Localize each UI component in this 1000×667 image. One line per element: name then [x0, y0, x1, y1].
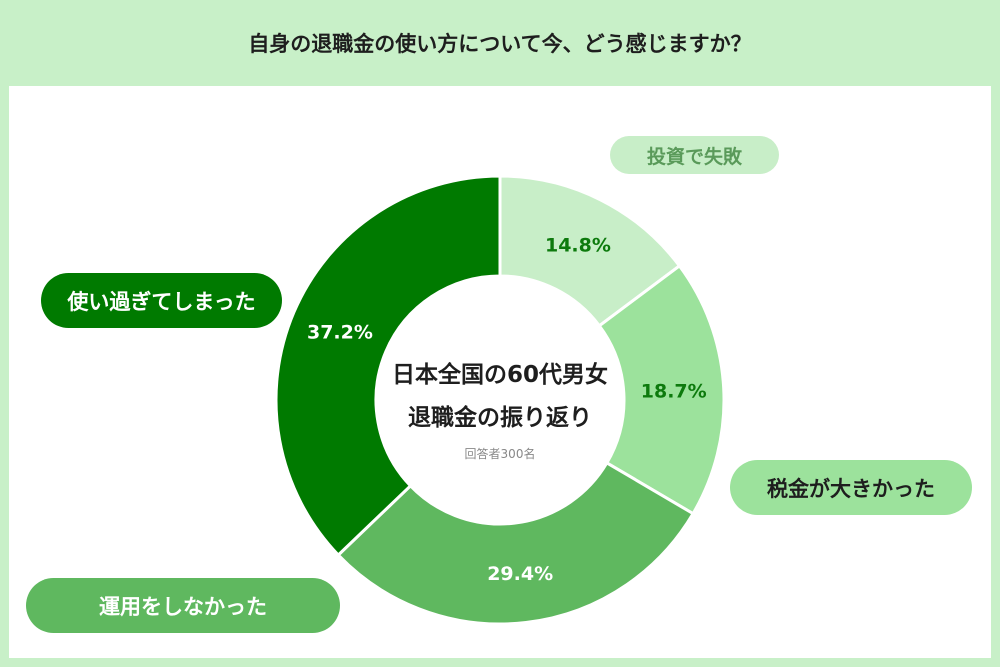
value-label-no-investment: 29.4% — [487, 563, 553, 585]
slice-no-investment — [336, 460, 696, 626]
legend-pill-no-investment: 運用をしなかった — [26, 578, 340, 633]
value-label-overspent: 37.2% — [307, 322, 373, 344]
center-title-line2: 退職金の振り返り — [408, 405, 592, 431]
respondent-count: 回答者300名 — [464, 447, 536, 461]
legend-pill-overspent: 使い過ぎてしまった — [41, 273, 282, 328]
slice-overspent — [274, 174, 502, 558]
value-label-investment-loss: 14.8% — [545, 234, 611, 256]
center-title-line1: 日本全国の60代男女 — [391, 362, 608, 388]
legend-pill-tax-burden: 税金が大きかった — [730, 460, 972, 515]
legend-pill-investment-loss: 投資で失敗 — [610, 136, 779, 174]
chart-title: 自身の退職金の使い方について今、どう感じますか？ — [248, 32, 752, 56]
slice-tax-burden — [597, 263, 726, 516]
value-label-tax-burden: 18.7% — [641, 380, 707, 402]
